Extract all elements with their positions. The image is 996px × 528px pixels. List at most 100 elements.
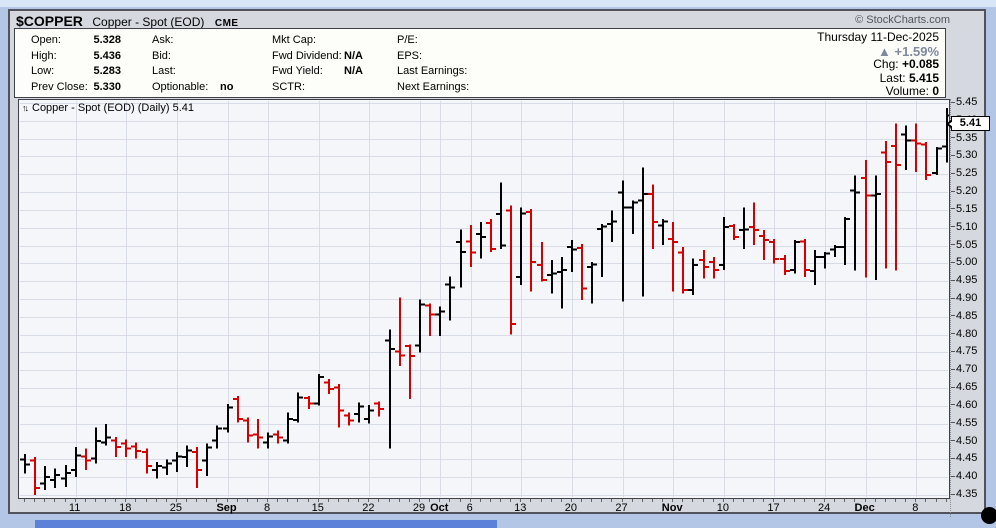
y-axis-tick	[951, 297, 955, 299]
x-axis-tick	[135, 499, 137, 502]
quote-field: Mkt Cap:	[272, 34, 363, 50]
quote-field-label: Next Earnings:	[397, 80, 470, 93]
x-axis-label: 8	[912, 502, 919, 514]
x-axis-tick	[773, 499, 775, 502]
y-axis-label: 4.85	[956, 309, 978, 322]
y-axis-label: 4.40	[956, 470, 978, 483]
x-axis-tick	[94, 499, 96, 502]
x-axis-tick	[601, 499, 603, 502]
x-axis-tick	[945, 499, 947, 502]
last-row: Last: 5.415	[817, 71, 939, 86]
x-axis-tick	[469, 499, 471, 502]
y-axis-label: 4.95	[956, 274, 978, 287]
x-axis-tick	[570, 499, 572, 502]
x-axis-tick	[297, 499, 299, 502]
y-axis-tick	[951, 350, 955, 352]
quote-field: P/E:	[397, 34, 467, 50]
quote-field-label: Fwd Dividend:	[272, 49, 342, 62]
quote-field: Open: 5.328	[31, 34, 121, 50]
quote-field-value: 5.330	[93, 80, 121, 93]
x-axis-tick	[358, 499, 360, 502]
x-axis-tick	[489, 499, 491, 502]
x-axis-label: 18	[119, 502, 132, 514]
symbol: $COPPER	[16, 13, 83, 29]
y-axis-tick	[951, 208, 955, 210]
y-axis-tick	[951, 137, 955, 139]
quote-field: Last Earnings:	[397, 65, 467, 81]
y-axis-tick	[951, 404, 955, 406]
x-axis-tick	[206, 499, 208, 502]
y-axis-label: 4.75	[956, 345, 978, 358]
x-axis-tick	[449, 499, 451, 502]
x-axis-tick	[520, 499, 522, 502]
y-axis-label: 4.45	[956, 452, 978, 465]
quote-field: EPS:	[397, 50, 467, 66]
x-axis-tick	[418, 499, 420, 502]
x-axis-label: 15	[311, 502, 324, 514]
y-axis-tick	[951, 440, 955, 442]
y-axis-tick	[951, 244, 955, 246]
y-axis-label: 4.65	[956, 381, 978, 394]
x-axis-tick	[753, 499, 755, 502]
x-axis-tick	[550, 499, 552, 502]
x-axis-tick	[793, 499, 795, 502]
last-price-flag: 5.41	[946, 116, 990, 132]
plot-title: ↑↓ Copper - Spot (EOD) (Daily) 5.41	[22, 102, 194, 114]
y-axis-label: 5.35	[956, 131, 978, 144]
x-axis-tick	[834, 499, 836, 502]
plot-area: ↑↓ Copper - Spot (EOD) (Daily) 5.41	[18, 99, 950, 499]
x-axis-tick	[611, 499, 613, 502]
x-axis-tick	[34, 499, 36, 502]
x-axis-tick	[145, 499, 147, 502]
y-axis-tick	[951, 386, 955, 388]
quote-field: Ask:	[152, 34, 233, 50]
chart-widget: $COPPER Copper - Spot (EOD) CME © StockC…	[8, 9, 990, 517]
x-axis-tick	[165, 499, 167, 502]
quote-panel: Open: 5.328 High: 5.436 Low: 5.283 Prev Close:…	[14, 28, 946, 98]
quote-field-label: Fwd Yield:	[272, 65, 323, 78]
x-axis-tick	[510, 499, 512, 502]
x-axis-tick	[277, 499, 279, 502]
x-axis-tick	[155, 499, 157, 502]
x-axis-tick	[196, 499, 198, 502]
quote-column: Ask: Bid: Last: Optionable: no	[152, 34, 233, 96]
x-axis-tick	[327, 499, 329, 502]
y-axis-tick	[951, 226, 955, 228]
y-axis-tick	[951, 279, 955, 281]
change-label: Chg:	[873, 57, 899, 72]
volume-row: Volume: 0	[817, 85, 939, 99]
x-axis-tick	[54, 499, 56, 502]
quote-field: Low: 5.283	[31, 65, 121, 81]
quote-field: Fwd Yield: N/A	[272, 65, 363, 81]
x-axis-tick	[905, 499, 907, 502]
x-axis-tick	[662, 499, 664, 502]
x-axis-tick	[429, 499, 431, 502]
quote-field: High: 5.436	[31, 50, 121, 66]
x-axis-tick	[307, 499, 309, 502]
x-axis-tick	[732, 499, 734, 502]
quote-field-value: 5.328	[93, 34, 121, 46]
x-axis-tick	[115, 499, 117, 502]
x-axis-tick	[256, 499, 258, 502]
x-axis-tick	[408, 499, 410, 502]
volume-label: Volume:	[885, 84, 929, 99]
y-axis-tick	[951, 154, 955, 156]
x-axis-month-label: Nov	[661, 502, 683, 514]
y-axis-tick	[951, 475, 955, 477]
x-axis-tick	[378, 499, 380, 502]
x-axis-tick	[641, 499, 643, 502]
x-axis-tick	[24, 499, 25, 502]
exchange: CME	[214, 18, 239, 29]
y-axis-tick	[951, 457, 955, 459]
volume-value: 0	[932, 84, 939, 99]
x-axis-label: 6	[466, 502, 473, 514]
x-axis-label: 8	[264, 502, 271, 514]
y-axis-label: 5.15	[956, 202, 978, 215]
quote-field-label: P/E:	[397, 34, 418, 46]
x-axis-tick	[236, 499, 238, 502]
x-axis-tick	[874, 499, 876, 502]
x-axis-tick	[186, 499, 188, 502]
bottom-blue-strip	[35, 520, 497, 528]
y-axis-label: 5.25	[956, 167, 978, 180]
y-axis-label: 4.70	[956, 363, 978, 376]
